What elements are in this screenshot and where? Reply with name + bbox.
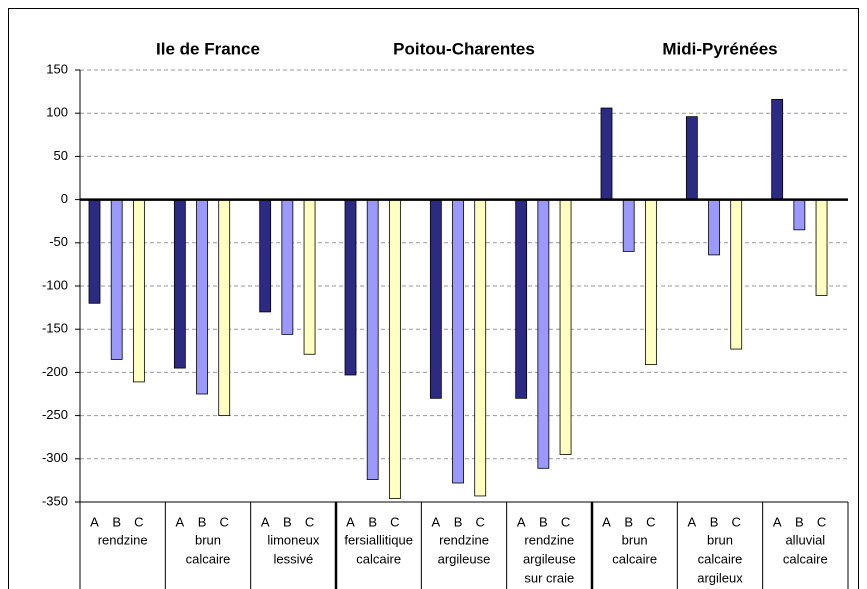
x-tick-label: brun — [195, 532, 221, 547]
bar — [173, 199, 186, 369]
x-tick-label: argileuse — [523, 551, 576, 566]
series-letter: B — [710, 514, 719, 529]
bar — [685, 116, 698, 200]
x-tick-label: argileux — [697, 570, 743, 585]
region-title: Midi-Pyrénées — [662, 39, 777, 58]
x-tick-label: calcaire — [698, 551, 743, 566]
series-letter: C — [732, 514, 741, 529]
x-tick-label: rendzine — [439, 532, 489, 547]
bar — [771, 98, 784, 200]
y-tick-label: -50 — [49, 234, 68, 249]
series-letter: B — [454, 514, 463, 529]
x-tick-label: alluvial — [785, 532, 825, 547]
x-tick-label: sur craie — [524, 570, 574, 585]
bar — [730, 199, 743, 350]
series-letter: C — [561, 514, 570, 529]
series-letter: A — [432, 514, 441, 529]
bar — [303, 199, 316, 355]
bar — [88, 199, 101, 304]
series-letter: C — [305, 514, 314, 529]
series-letter: B — [283, 514, 292, 529]
series-letter: A — [261, 514, 270, 529]
y-tick-label: -200 — [42, 364, 68, 379]
x-tick-label: brun — [622, 532, 648, 547]
x-tick-label: calcaire — [783, 551, 828, 566]
y-tick-label: 0 — [61, 191, 68, 206]
x-tick-label: brun — [707, 532, 733, 547]
x-tick-label: fersiallitique — [344, 532, 413, 547]
y-tick-label: 150 — [46, 61, 68, 76]
series-letter: B — [795, 514, 804, 529]
y-tick-label: 50 — [54, 148, 68, 163]
bar — [515, 199, 528, 399]
series-letter: C — [476, 514, 485, 529]
bar — [132, 199, 145, 383]
bar — [344, 199, 357, 376]
bar — [600, 107, 613, 200]
bar — [429, 199, 442, 399]
x-tick-label: argileuse — [438, 551, 491, 566]
x-tick-label: rendzine — [524, 532, 574, 547]
x-tick-label: lessivé — [273, 551, 313, 566]
series-letter: B — [112, 514, 121, 529]
bar — [622, 199, 635, 252]
bar — [281, 199, 294, 335]
bar — [793, 199, 806, 231]
y-tick-label: 100 — [46, 105, 68, 120]
bar — [474, 199, 487, 497]
y-tick-label: -350 — [42, 493, 68, 508]
bar — [559, 199, 572, 455]
x-tick-label: rendzine — [98, 532, 148, 547]
bar — [388, 199, 401, 499]
bar — [815, 199, 828, 296]
series-letter: A — [688, 514, 697, 529]
series-letter: C — [817, 514, 826, 529]
series-letter: B — [368, 514, 377, 529]
series-letter: B — [198, 514, 207, 529]
x-tick-label: limoneux — [267, 532, 320, 547]
series-letter: A — [346, 514, 355, 529]
region-title: Ile de France — [156, 39, 260, 58]
bar — [110, 199, 123, 360]
series-letter: C — [646, 514, 655, 529]
x-tick-label: calcaire — [612, 551, 657, 566]
series-letter: C — [220, 514, 229, 529]
series-letter: B — [539, 514, 548, 529]
bar — [259, 199, 272, 313]
series-letter: A — [176, 514, 185, 529]
bar — [708, 199, 720, 256]
bar — [366, 199, 379, 480]
bar — [644, 199, 657, 366]
series-letter: A — [773, 514, 782, 529]
y-tick-label: -150 — [42, 321, 68, 336]
series-letter: C — [134, 514, 143, 529]
series-letter: A — [602, 514, 611, 529]
region-title: Poitou-Charentes — [393, 39, 535, 58]
chart-frame — [8, 8, 859, 589]
bar — [196, 199, 208, 395]
x-tick-label: calcaire — [356, 551, 401, 566]
y-tick-label: -250 — [42, 407, 68, 422]
y-tick-label: -300 — [42, 450, 68, 465]
bar — [537, 199, 550, 469]
x-tick-label: calcaire — [186, 551, 231, 566]
series-letter: A — [90, 514, 99, 529]
series-letter: B — [624, 514, 633, 529]
bar — [452, 199, 464, 484]
y-tick-label: -100 — [42, 277, 68, 292]
series-letter: A — [517, 514, 526, 529]
series-letter: C — [390, 514, 399, 529]
bar — [218, 199, 231, 417]
